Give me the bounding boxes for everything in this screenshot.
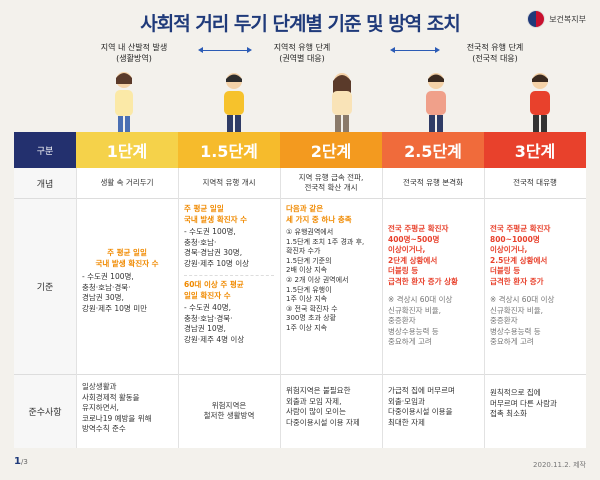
criteria-stage-2-5: 전국 주평균 확진자 400명~500명 이상이거나, 2단계 상황에서 더블링… [382,198,484,374]
divider [280,168,281,448]
criteria-stage-1-5-title-b: 60대 이상 주 평균 일일 확진자 수 [184,280,244,300]
person-figure-4 [426,73,446,132]
divider [14,374,586,375]
row-header-rules: 준수사항 [28,407,62,418]
person-figure-3 [332,73,352,132]
col-header-stage-2: 2단계 [280,132,382,168]
col-header-stage-2-5: 2.5단계 [382,132,484,168]
divider [14,198,586,199]
phase-label-local: 지역 내 산발적 발생 (생활방역) [100,43,168,63]
ministry-logo: 보건복지부 [527,10,586,28]
criteria-stage-2: 다음과 같은 세 가지 중 하나 충족 ① 유행권역에서 1.5단계 조치 1주… [280,198,382,374]
divider [178,168,179,448]
criteria-stage-1-5-title-a: 주 평균 일일 국내 발생 확진자 수 [184,204,248,224]
divider [484,168,485,448]
concept-stage-2-5: 전국적 유행 본격화 [403,177,463,187]
person-figure-5 [530,73,550,132]
criteria-stage-1-5-items-b: - 수도권 40명, 충청·호남·경북· 경남권 10명, 강원·제주 4명 이… [184,303,245,344]
divider [76,168,77,448]
criteria-stage-2-items: ① 유행권역에서 1.5단계 조치 1주 경과 후, 확진자 수가 1.5단계 … [286,228,365,332]
criteria-stage-2-5-title: 전국 주평균 확진자 400명~500명 이상이거나, 2단계 상황에서 더블링… [388,224,458,286]
stage-table: 구분 1단계 1.5단계 2단계 2.5단계 3단계 개념 생활 속 거리두기 … [14,132,586,448]
person-figure-1 [115,72,133,132]
criteria-stage-2-title: 다음과 같은 세 가지 중 하나 충족 [286,204,352,224]
ministry-name: 보건복지부 [549,14,586,24]
page-title: 사회적 거리 두기 단계별 기준 및 방역 조치 [140,13,460,35]
page-indicator: 1/3 [14,456,28,467]
col-header-stage-1-5: 1.5단계 [178,132,280,168]
divider [382,168,383,448]
taegeuk-emblem-icon [527,10,546,28]
criteria-stage-1-items: - 수도권 100명, 충청·호남·경북· 경남권 30명, 강원·제주 10명… [82,272,147,313]
creation-date: 2020.11.2. 제작 [533,461,586,469]
row-header-concept: 개념 [36,179,54,190]
rules-stage-2: 위험지역은 불필요한 외출과 모임 자제, 사람이 많이 모이는 다중이용시설 … [286,386,360,427]
page-total: /3 [20,458,28,466]
person-figure-2 [224,73,244,132]
criteria-stage-3-note: ※ 격상시 60대 이상 신규확진자 비율, 중증환자 병상수용능력 등 중요하… [490,295,555,346]
criteria-stage-1-5-items-a: - 수도권 100명, 충청·호남· 경북·경남권 30명, 강원·제주 10명… [184,227,249,268]
concept-stage-3: 전국적 대유행 [513,177,557,187]
row-header-criteria: 기준 [36,282,54,293]
concept-stage-1-5: 지역적 유행 개시 [202,177,256,187]
criteria-stage-2-5-note: ※ 격상시 60대 이상 신규확진자 비율, 중증환자 병상수용능력 등 중요하… [388,295,453,346]
phase-label-regional: 지역적 유행 단계 (권역별 대응) [273,43,331,63]
phase-label-national: 전국적 유행 단계 (전국적 대응) [466,43,524,63]
arrow-left-to-regional [198,47,252,53]
arrow-regional-to-national [390,47,440,53]
criteria-stage-1-5: 주 평균 일일 국내 발생 확진자 수 - 수도권 100명, 충청·호남· 경… [178,198,280,374]
col-header-stage-1: 1단계 [76,132,178,168]
criteria-stage-1: 주 평균 일일 국내 발생 확진자 수 - 수도권 100명, 충청·호남·경북… [76,198,178,374]
page-number: 1 [14,456,21,467]
rules-stage-1-5: 위험지역은 철저한 생활방역 [203,400,255,421]
concept-stage-2: 지역 유행 급속 전파, 전국적 확산 개시 [298,172,364,193]
criteria-stage-3-title: 전국 주평균 확진자 800~1000명 이상이거나, 2.5단계 상황에서 더… [490,224,551,286]
col-header-stage-3: 3단계 [484,132,586,168]
rules-stage-3: 원칙적으로 집에 머무르며 다른 사람과 접촉 최소화 [490,388,557,418]
criteria-stage-3: 전국 주평균 확진자 800~1000명 이상이거나, 2.5단계 상황에서 더… [484,198,586,374]
rules-stage-2-5: 가급적 집에 머무르며 외출·모임과 다중이용시설 이용을 최대한 자제 [388,386,455,427]
criteria-stage-1-title: 주 평균 일일 국내 발생 확진자 수 [95,248,159,268]
divider [184,275,274,276]
row-header-bg [14,168,76,448]
rules-stage-1: 일상생활과 사회경제적 활동을 유지하면서, 코로나19 예방을 위해 방역수칙… [82,382,152,433]
col-header-category: 구분 [14,132,76,168]
concept-stage-1: 생활 속 거리두기 [100,177,154,187]
